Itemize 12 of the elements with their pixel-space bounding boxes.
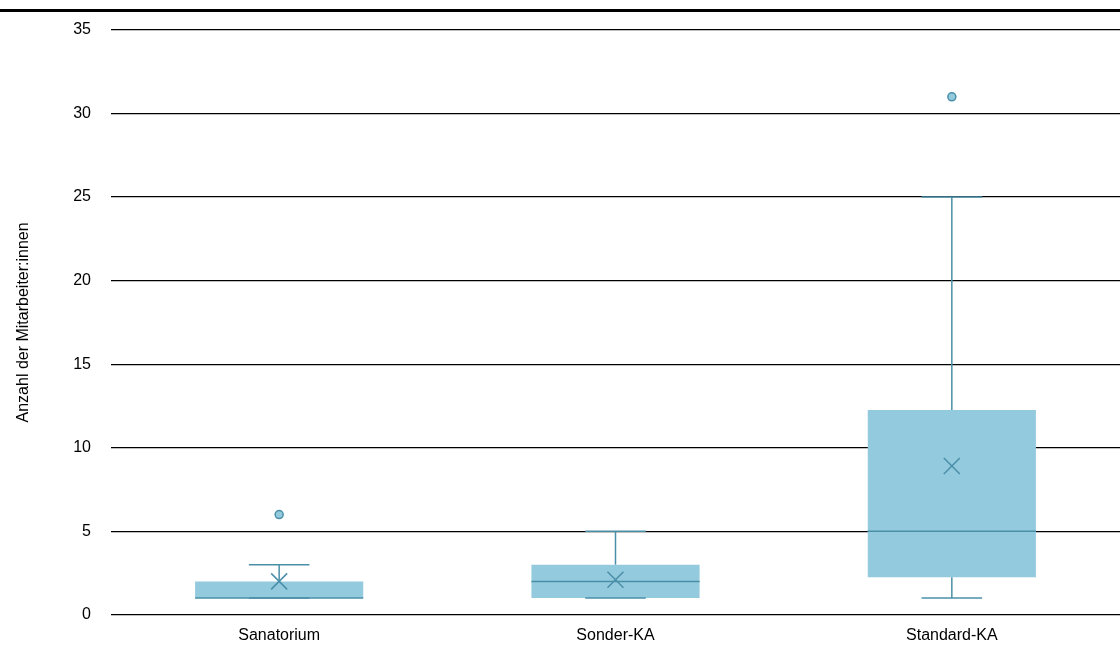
x-tick-label: Standard-KA	[906, 625, 998, 643]
y-tick-label: 25	[73, 187, 92, 205]
x-tick-label: Sonder-KA	[576, 625, 655, 643]
y-tick-label: 5	[82, 521, 92, 539]
y-tick-label: 0	[82, 605, 92, 623]
y-tick-label: 35	[73, 20, 92, 38]
y-tick-label: 10	[73, 438, 92, 456]
y-axis-title: Anzahl der Mitarbeiter:innen	[14, 222, 32, 423]
y-tick-label: 15	[73, 354, 92, 372]
x-tick-label: Sanatorium	[238, 625, 321, 643]
y-tick-label: 30	[73, 103, 92, 121]
y-tick-label: 20	[73, 271, 92, 289]
